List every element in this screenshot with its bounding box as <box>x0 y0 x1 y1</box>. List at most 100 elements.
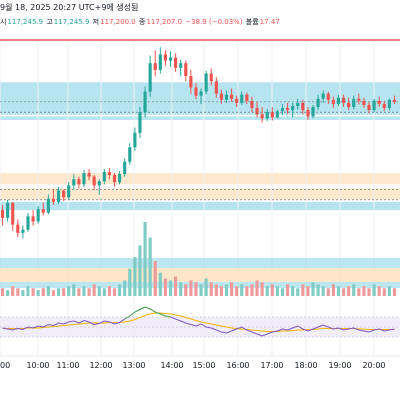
stoch-overbought-segment <box>124 306 171 320</box>
candle-body <box>143 91 147 113</box>
volume-bar <box>347 286 351 296</box>
change-value: −38.9 (−0.03%) <box>185 18 243 26</box>
volume-bar <box>291 286 295 296</box>
candle <box>321 90 325 103</box>
volume-bar <box>107 286 112 296</box>
volume-bar <box>214 284 218 296</box>
candle-body <box>107 172 112 176</box>
candle <box>291 102 295 118</box>
candle <box>16 219 20 237</box>
candle <box>352 95 356 110</box>
candle-body <box>189 76 193 88</box>
candle <box>235 95 239 108</box>
volume-bar <box>158 272 162 296</box>
x-tick-label: 15:00 <box>192 361 215 370</box>
candle-body <box>133 132 137 148</box>
candle <box>62 189 66 201</box>
candle-body <box>46 198 50 213</box>
volume-bar <box>387 286 391 296</box>
volume-bar <box>123 280 127 296</box>
volume-bar <box>316 284 320 296</box>
close-label: 종 <box>138 18 146 26</box>
candle-body <box>36 209 40 222</box>
x-tick-label: 11:00 <box>56 361 79 370</box>
candle <box>148 55 152 97</box>
volume-bar <box>143 222 147 296</box>
candle-body <box>311 107 315 117</box>
volume-bar <box>331 284 335 296</box>
candle-body <box>209 73 213 82</box>
candle-body <box>138 112 142 133</box>
volume-bar <box>41 288 45 296</box>
candle <box>285 102 290 115</box>
candle-body <box>97 181 101 186</box>
x-tick-label: 10:00 <box>26 361 49 370</box>
volume-bar <box>341 288 346 296</box>
candle-body <box>174 57 178 68</box>
volume-bar <box>62 288 66 296</box>
candle-body <box>230 94 234 99</box>
candle-body <box>357 98 361 101</box>
volume-bar <box>133 257 137 296</box>
candle <box>174 53 178 72</box>
candle-body <box>387 99 391 109</box>
candle-body <box>214 81 218 94</box>
candle <box>112 173 117 187</box>
candle <box>153 50 157 77</box>
candle-body <box>41 209 45 213</box>
candle <box>230 88 234 102</box>
candle <box>163 50 167 66</box>
candle <box>31 210 35 226</box>
candle-body <box>372 100 376 111</box>
candle-body <box>296 102 300 106</box>
rsi-ma-line <box>2 312 395 332</box>
published-timestamp: 9월 18, 2025 20:27 UTC+9에 생성됨 <box>0 3 139 12</box>
volume-bar <box>138 245 142 296</box>
candle <box>56 186 61 204</box>
candle-body <box>316 98 320 108</box>
candle <box>331 96 335 109</box>
candle-body <box>118 174 122 183</box>
candle <box>123 158 127 177</box>
volume-bar <box>240 284 244 296</box>
candle <box>270 107 274 121</box>
candle <box>41 202 45 216</box>
vol-zone-orange <box>0 268 400 282</box>
volume-bar <box>296 288 300 296</box>
candle-body <box>153 63 157 70</box>
candle-body <box>26 216 30 230</box>
candle-body <box>224 94 229 100</box>
candle-body <box>347 102 351 108</box>
volume-bar <box>336 286 341 296</box>
candle-body <box>291 106 295 111</box>
candle-body <box>158 54 162 70</box>
candle-body <box>306 110 310 117</box>
volume-bar <box>209 282 213 296</box>
candle <box>36 206 40 224</box>
open-value: 117,245.9 <box>7 18 44 26</box>
candle <box>311 104 315 119</box>
volume-bar <box>275 286 279 296</box>
candle <box>194 83 198 100</box>
candle <box>209 68 213 86</box>
candle-body <box>194 87 198 96</box>
volume-bar <box>352 284 356 296</box>
stoch-rsi-pane <box>0 306 400 338</box>
x-tick-label: 18:00 <box>294 361 317 370</box>
volume-bar <box>148 237 152 296</box>
candle <box>82 169 86 187</box>
candle <box>347 97 351 111</box>
x-tick-label: 20:00 <box>362 361 385 370</box>
volume-bar <box>204 278 208 296</box>
zone-orange-2 <box>0 173 400 185</box>
ohlc-legend: 시117,245.9 고117,245.9 저117,200.0 종117,20… <box>0 17 281 27</box>
volume-bar <box>97 286 101 296</box>
volume-bar <box>87 288 91 296</box>
volume-series <box>0 222 397 296</box>
volume-bar <box>250 284 254 296</box>
volume-bar <box>392 288 397 296</box>
candle-body <box>77 179 81 185</box>
candle-body <box>67 185 71 198</box>
candle <box>72 174 76 190</box>
